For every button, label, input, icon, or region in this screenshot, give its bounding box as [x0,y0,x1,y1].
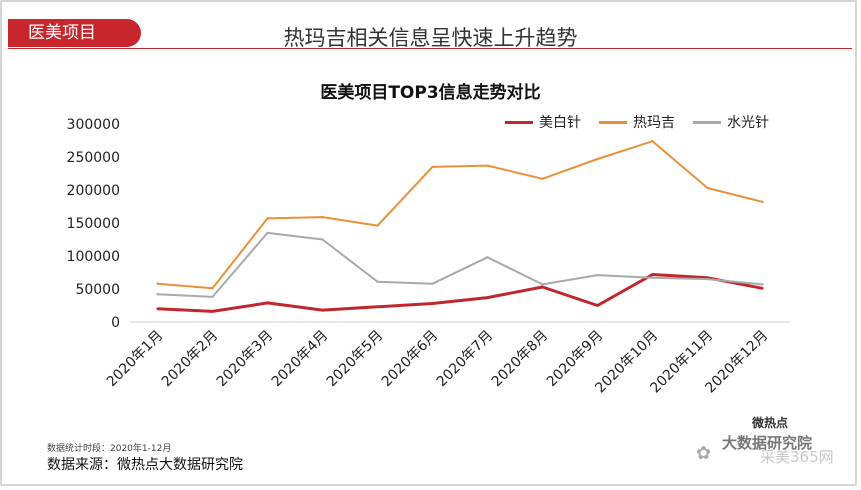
data-point [156,307,159,310]
y-tick-label: 300000 [67,117,120,133]
section-tag: 医美项目 [8,19,141,47]
data-point [596,273,599,277]
legend-label-2: 水光针 [727,115,769,131]
x-tick-label: 2020年1月 [104,328,167,391]
data-point [706,277,709,281]
data-point [706,186,709,190]
x-tick-label: 2020年4月 [269,328,332,391]
data-point [321,238,324,241]
data-point [761,287,764,290]
y-tick-label: 200000 [67,183,120,199]
data-point [761,283,764,286]
series-line-1 [157,140,763,290]
legend-swatch-1 [599,120,627,124]
chart-legend: 美白针 热玛吉 水光针 [505,112,769,132]
legend-item-1: 热玛吉 [599,112,675,132]
data-point [486,256,489,259]
y-tick-label: 0 [111,315,120,331]
data-point [651,276,654,279]
legend-item-0: 美白针 [505,112,581,132]
series-line-2 [157,231,763,298]
y-tick-label: 100000 [67,249,120,265]
data-point [596,157,599,161]
wechat-icon: ✿ [696,443,712,464]
data-point [651,273,654,276]
data-point [211,295,214,299]
data-point [376,280,379,283]
series-line-0 [157,273,763,313]
legend-label-0: 美白针 [539,115,581,131]
data-point [266,217,269,220]
slide-headline: 热玛吉相关信息呈快速上升趋势 [283,26,578,50]
x-tick-label: 2020年8月 [489,328,552,391]
data-point [431,165,434,169]
data-point [156,293,159,296]
legend-swatch-0 [505,120,533,124]
x-tick-label: 2020年6月 [379,328,442,391]
data-point [211,310,214,313]
data-point [211,287,214,290]
data-point [486,296,489,299]
x-tick-label: 2020年2月 [159,328,222,391]
legend-item-2: 水光针 [693,112,769,132]
data-period-note: 数据统计时段：2020年1-12月 [47,444,172,454]
data-point [376,305,379,309]
watermark-brand: 采美365网 [760,448,834,466]
data-point [321,215,324,219]
data-point [651,139,654,143]
header-divider [8,48,852,49]
data-point [156,282,159,285]
x-tick-label: 2020年3月 [214,328,277,391]
y-tick-label: 250000 [67,150,120,166]
data-point [596,304,599,307]
x-tick-label: 2020年7月 [434,328,497,391]
data-point [761,200,764,204]
data-point [376,224,379,227]
data-point [541,285,544,289]
data-point [486,164,489,167]
data-point [541,283,544,286]
chart-title: 医美项目TOP3信息走势对比 [320,83,541,103]
watermark-text: 大数据研究院 [722,434,813,452]
data-point [431,302,434,305]
data-point [266,301,269,305]
data-point [321,308,324,312]
watermark-logo: 微热点 [752,416,789,430]
data-source: 数据来源：微热点大数据研究院 [47,457,243,473]
data-point [431,282,434,285]
y-tick-label: 50000 [75,282,120,298]
legend-swatch-2 [693,120,721,124]
data-point [266,231,269,235]
y-tick-label: 150000 [67,216,120,232]
data-point [541,177,544,180]
x-tick-label: 2020年5月 [324,328,387,391]
legend-label-1: 热玛吉 [633,115,675,131]
